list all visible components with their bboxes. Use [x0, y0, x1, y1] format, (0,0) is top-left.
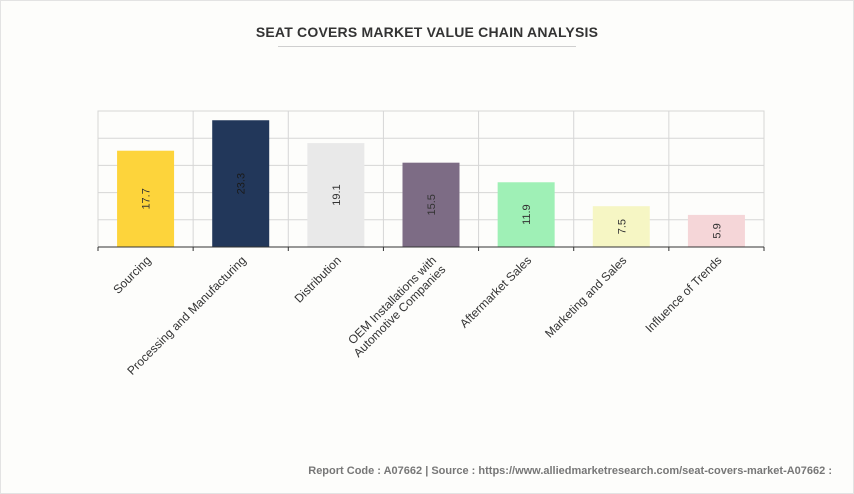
x-tick-label: Influence of Trends — [642, 253, 724, 335]
x-tick-label-line: Aftermarket Sales — [457, 253, 534, 330]
source-footer: Report Code : A07662 | Source : https://… — [308, 465, 832, 477]
bar — [212, 120, 270, 247]
data-label: 11.9 — [521, 204, 533, 225]
x-tick-label: Distribution — [292, 253, 344, 305]
bar — [402, 162, 460, 247]
title-divider — [278, 46, 576, 47]
data-label: 23.3 — [236, 173, 248, 194]
x-tick-label-line: Distribution — [292, 253, 344, 305]
data-label: 7.5 — [616, 219, 628, 234]
x-tick-label: Sourcing — [110, 253, 153, 296]
data-label: 15.5 — [426, 194, 438, 215]
bar — [117, 150, 175, 247]
data-label: 17.7 — [141, 188, 153, 209]
data-label: 19.1 — [331, 184, 343, 205]
x-tick-label-line: Influence of Trends — [642, 253, 724, 335]
bar — [497, 182, 555, 247]
bar — [687, 214, 745, 247]
x-tick-label-line: Automotive Companies — [351, 262, 449, 360]
bar — [592, 206, 650, 247]
data-label: 5.9 — [711, 223, 723, 238]
x-tick-label-line: Sourcing — [110, 253, 153, 296]
chart-title: SEAT COVERS MARKET VALUE CHAIN ANALYSIS — [255, 24, 599, 40]
bar — [307, 143, 365, 247]
x-tick-label: OEM Installations withAutomotive Compani… — [341, 253, 448, 360]
x-tick-label-line: Marketing and Sales — [542, 253, 629, 340]
x-tick-label: Aftermarket Sales — [457, 253, 534, 330]
x-tick-label: Marketing and Sales — [542, 253, 629, 340]
x-tick-label-line: OEM Installations with — [345, 253, 439, 347]
